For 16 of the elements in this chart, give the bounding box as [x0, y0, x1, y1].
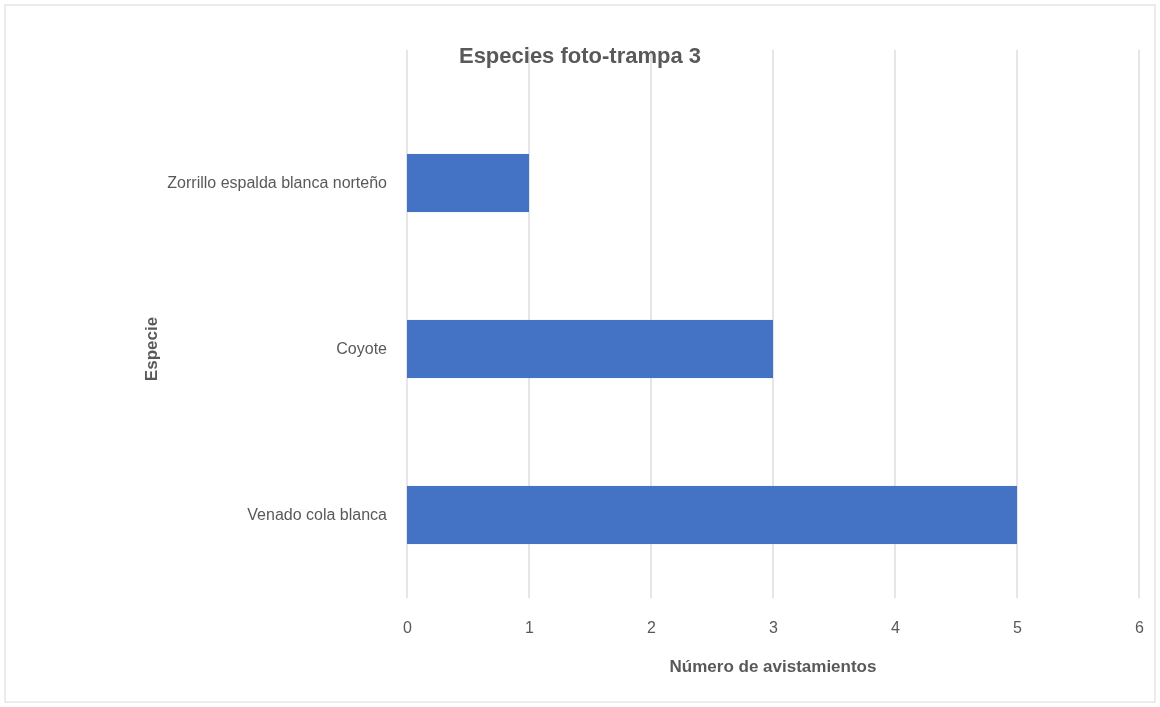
x-tick-label: 6	[1135, 619, 1145, 637]
y-axis-title: Especie	[142, 316, 162, 382]
x-tick-label: 2	[647, 619, 657, 637]
bar	[407, 485, 1017, 545]
bar	[407, 319, 773, 379]
x-axis-title: Número de avistamientos	[669, 657, 877, 676]
y-tick-label: Coyote	[336, 340, 388, 358]
y-tick-label: Zorrillo espalda blanca norteño	[167, 174, 388, 192]
x-tick-label: 4	[891, 619, 901, 637]
x-tick-label: 0	[403, 619, 413, 637]
x-tick-label: 1	[525, 619, 535, 637]
x-tick-label: 3	[769, 619, 779, 637]
chart-title: Especies foto-trampa 3	[458, 43, 702, 68]
y-tick-label: Venado cola blanca	[247, 506, 388, 524]
x-tick-label: 5	[1013, 619, 1023, 637]
bar	[407, 153, 529, 213]
